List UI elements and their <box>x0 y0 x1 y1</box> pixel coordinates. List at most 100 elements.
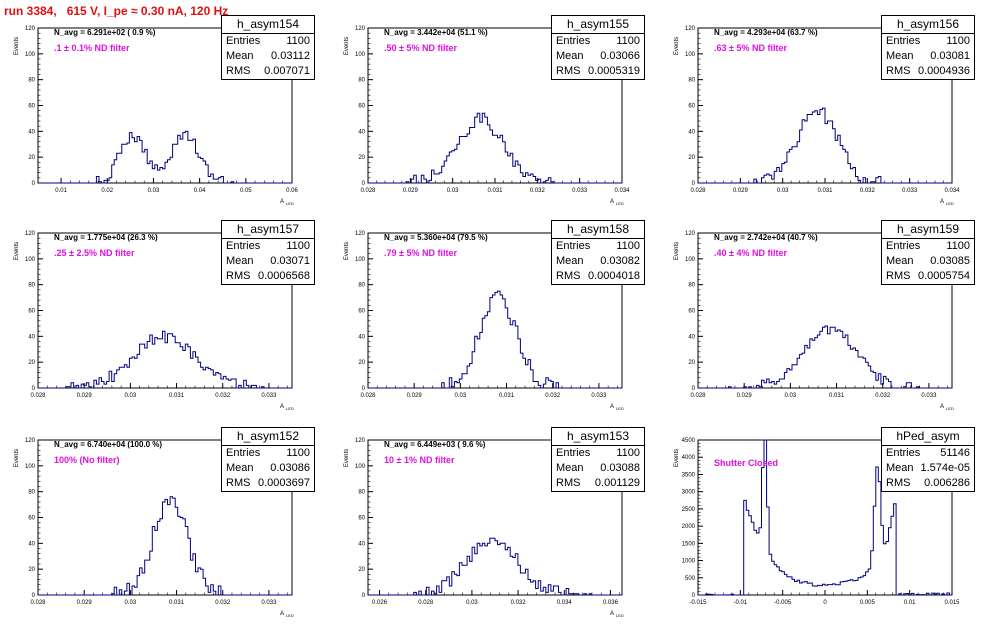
histogram-series <box>698 325 952 389</box>
stat-box: h_asym154 Entries 1100 Mean 0.03112 RMS 0.0070… <box>221 15 315 80</box>
filter-label: .1 ± 0.1% ND filter <box>54 43 130 53</box>
filter-label: .25 ± 2.5% ND filter <box>54 248 135 258</box>
stat-row-mean: Mean 1.574e-05 <box>882 461 974 476</box>
y-tick-label: 0 <box>32 386 36 392</box>
y-tick-label: 4000 <box>682 455 696 461</box>
y-tick-label: 0 <box>692 181 696 187</box>
x-tick-label: 0.034 <box>944 188 960 194</box>
y-tick-label: 100 <box>25 464 36 470</box>
histogram-panel: 0 20 40 60 80 100 120 0.028 0.029 0.03 0.031 0.032 0… <box>10 427 335 634</box>
y-tick-label: 120 <box>355 438 366 444</box>
stat-value: 1100 <box>616 240 640 252</box>
x-tick-label: 0.028 <box>360 393 376 399</box>
histogram-panel: 0 20 40 60 80 100 120 0.028 0.029 0.03 0.031 0.032 0… <box>10 220 335 427</box>
y-tick-label: 0 <box>32 593 36 599</box>
y-axis-label: Events <box>14 242 20 260</box>
histogram-title: h_asym152 <box>222 428 314 446</box>
stat-value: 0.03082 <box>600 255 640 267</box>
stat-label: Mean <box>226 255 254 267</box>
x-tick-label: 0.032 <box>511 600 527 606</box>
stat-value: 0.03086 <box>270 462 310 474</box>
stat-row-entries: Entries 1100 <box>882 34 974 49</box>
histogram-series <box>698 107 952 184</box>
y-tick-label: 60 <box>358 309 365 315</box>
histogram-plot: 0 20 40 60 80 100 120 0.026 0.028 0.03 0.032 0.034 0… <box>344 438 624 618</box>
x-tick-label: 0.033 <box>591 393 607 399</box>
x-tick-label: 0.028 <box>360 188 376 194</box>
y-tick-label: 120 <box>25 26 36 32</box>
y-tick-label: 20 <box>358 567 365 573</box>
stat-row-mean: Mean 0.03086 <box>222 461 314 476</box>
histogram-plot: 0 20 40 60 80 100 120 0.028 0.029 0.03 0.031 0.032 0… <box>344 26 630 206</box>
histogram-title: h_asym158 <box>552 221 644 239</box>
y-tick-label: 0 <box>362 181 366 187</box>
navg-label: N_avg = 2.742e+04 (40.7 %) <box>714 233 818 242</box>
navg-label: N_avg = 3.442e+04 (51.1 %) <box>384 28 488 37</box>
histogram-panel: 0 20 40 60 80 100 120 0.026 0.028 0.03 0.032 0.034 0… <box>340 427 665 634</box>
stat-label: Entries <box>226 240 261 252</box>
y-tick-label: 0 <box>692 593 696 599</box>
x-tick-label: 0.034 <box>557 600 573 606</box>
y-tick-label: 500 <box>685 576 696 582</box>
x-axis-label: A LED <box>940 404 954 411</box>
x-tick-label: 0.036 <box>603 600 619 606</box>
x-tick-label: 0.029 <box>403 188 419 194</box>
stat-label: Mean <box>886 462 914 474</box>
x-tick-label: 0.032 <box>215 600 231 606</box>
stat-label: Entries <box>886 240 921 252</box>
histogram-panel: 0 500 1000 1500 2000 2500 3000 3500 4000 4500 -0.0… <box>670 427 995 634</box>
y-tick-label: 40 <box>358 129 365 135</box>
y-tick-label: 40 <box>28 541 35 547</box>
x-axis-label: A LED <box>280 199 294 206</box>
stat-label: Entries <box>556 35 591 47</box>
histogram-panel: 0 20 40 60 80 100 120 0.028 0.029 0.03 0.031 0.032 0… <box>340 220 665 427</box>
x-tick-label: -0.005 <box>774 600 792 606</box>
stat-value: 1100 <box>286 240 310 252</box>
histogram-plot: 0 500 1000 1500 2000 2500 3000 3500 4000 4500 -0.0… <box>674 438 960 606</box>
y-tick-label: 2500 <box>682 507 696 513</box>
stat-value: 0.0005754 <box>918 270 970 282</box>
stat-value: 0.03081 <box>930 50 970 62</box>
x-tick-label: 0.028 <box>30 393 46 399</box>
histogram-plot: 0 20 40 60 80 100 120 0.028 0.029 0.03 0.031 0.032 0… <box>14 438 294 618</box>
stat-value: 0.03112 <box>271 50 310 62</box>
x-tick-label: -0.01 <box>733 600 747 606</box>
histogram-panel: 0 20 40 60 80 100 120 0.028 0.029 0.03 0.031 0.032 0… <box>340 15 665 222</box>
stat-label: Entries <box>556 240 591 252</box>
filter-label: 100% (No filter) <box>54 455 120 465</box>
x-axis-label: A LED <box>280 404 294 411</box>
y-tick-label: 80 <box>688 283 695 289</box>
y-tick-label: 100 <box>685 52 696 58</box>
y-tick-label: 100 <box>25 52 36 58</box>
stat-value: 1100 <box>286 447 310 459</box>
navg-label: N_avg = 6.291e+02 ( 0.9 %) <box>54 28 156 37</box>
stat-row-rms: RMS 0.0003697 <box>222 476 314 491</box>
y-tick-label: 100 <box>355 52 366 58</box>
stat-label: Mean <box>226 462 254 474</box>
stat-row-mean: Mean 0.03082 <box>552 254 644 269</box>
y-tick-label: 60 <box>358 104 365 110</box>
x-tick-label: 0.028 <box>30 600 46 606</box>
histogram-plot: 0 20 40 60 80 100 120 0.028 0.029 0.03 0.031 0.032 0… <box>674 26 960 206</box>
y-tick-label: 20 <box>358 155 365 161</box>
x-tick-label: 0.04 <box>194 188 206 194</box>
stat-value: 1100 <box>946 240 970 252</box>
y-tick-label: 20 <box>358 360 365 366</box>
x-axis-label: A LED <box>610 199 624 206</box>
histogram-title: h_asym157 <box>222 221 314 239</box>
histogram-plot: 0 20 40 60 80 100 120 0.028 0.029 0.03 0.031 0.032 0… <box>344 231 624 411</box>
y-tick-label: 40 <box>688 334 695 340</box>
y-tick-label: 120 <box>685 26 696 32</box>
x-axis-label: A LED <box>610 611 624 618</box>
stat-box: h_asym157 Entries 1100 Mean 0.03071 RMS 0.0006… <box>221 220 315 285</box>
stat-label: RMS <box>886 65 911 77</box>
histogram-title: h_asym155 <box>552 16 644 34</box>
x-axis-label: A LED <box>610 404 624 411</box>
stat-row-entries: Entries 1100 <box>552 239 644 254</box>
y-tick-label: 120 <box>355 26 366 32</box>
stat-label: Entries <box>556 447 591 459</box>
x-tick-label: 0.032 <box>860 188 876 194</box>
stat-row-entries: Entries 1100 <box>552 34 644 49</box>
stat-label: Mean <box>886 255 914 267</box>
x-axis-label: A LED <box>280 611 294 618</box>
